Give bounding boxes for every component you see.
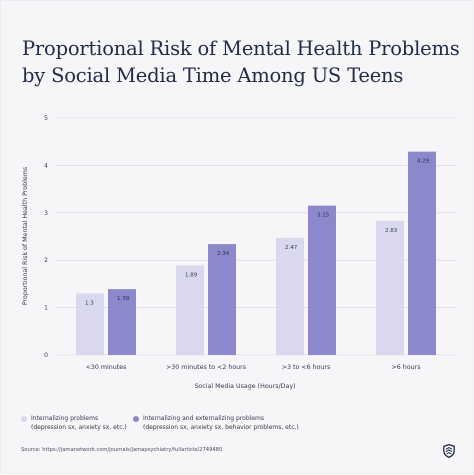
y-tick-label-2: 2: [44, 257, 48, 264]
data-label-series2-cat1: 1.39: [117, 296, 130, 302]
bar-series1-cat3: [276, 237, 304, 355]
data-labels: 1.3 1.39 1.89 2.34 2.47 3.15 2.83 4.29: [85, 159, 430, 307]
axis-ticks: 0 1 2 3 4 5 <30 minutes >30 minutes to <2 hours…: [44, 115, 420, 371]
legend-label-internalizing: Internalizing problems: [31, 415, 99, 422]
bar-series1-cat1: [76, 293, 104, 355]
x-tick-label-1: <30 minutes: [86, 364, 127, 371]
legend-swatch-internalizing: [21, 416, 27, 422]
legend-sublabel-internalizing: (depression sx, anxiety sx, etc.): [31, 423, 127, 431]
data-label-series2-cat4: 4.29: [417, 159, 430, 165]
bar-series2-cat2: [208, 244, 236, 355]
y-tick-label-4: 4: [44, 162, 48, 169]
legend-label-internalizing-externalizing: Internalizing and externalizing problems: [143, 415, 264, 422]
data-label-series1-cat2: 1.89: [185, 272, 198, 278]
bars: [76, 151, 436, 355]
data-label-series1-cat1: 1.3: [85, 300, 94, 306]
x-tick-label-3: >3 to <6 hours: [282, 364, 331, 371]
source-text: Source: https://jamanetwork.com/journals…: [21, 447, 223, 453]
y-tick-label-5: 5: [44, 115, 48, 122]
x-axis-label: Social Media Usage (Hours/Day): [194, 383, 295, 390]
y-tick-label-0: 0: [44, 352, 48, 359]
bar-series2-cat3: [308, 205, 336, 355]
data-label-series2-cat3: 3.15: [317, 213, 330, 219]
bar-series2-cat4: [408, 151, 436, 355]
bar-series1-cat2: [176, 265, 204, 355]
chart-title-line-2: by Social Media Time Among US Teens: [22, 64, 404, 87]
bar-series1-cat4: [376, 220, 404, 355]
chart-title-line-1: Proportional Risk of Mental Health Probl…: [22, 37, 460, 60]
x-tick-label-2: >30 minutes to <2 hours: [166, 364, 246, 371]
legend-sublabel-internalizing-externalizing: (depression sx, anxiety sx, behavior pro…: [143, 423, 299, 431]
chart-title: Proportional Risk of Mental Health Probl…: [22, 35, 462, 89]
y-tick-label-3: 3: [44, 210, 48, 217]
bar-series2-cat1: [108, 289, 136, 355]
data-label-series1-cat4: 2.83: [385, 228, 398, 234]
legend-swatch-internalizing-externalizing: [133, 416, 139, 422]
shield-logo-icon: [443, 444, 455, 458]
x-tick-label-4: >6 hours: [392, 364, 421, 371]
y-axis-label: Proportional Risk of Mental Health Probl…: [22, 167, 29, 305]
data-label-series2-cat2: 2.34: [217, 251, 230, 257]
data-label-series1-cat3: 2.47: [285, 245, 298, 251]
y-tick-label-1: 1: [44, 305, 48, 312]
